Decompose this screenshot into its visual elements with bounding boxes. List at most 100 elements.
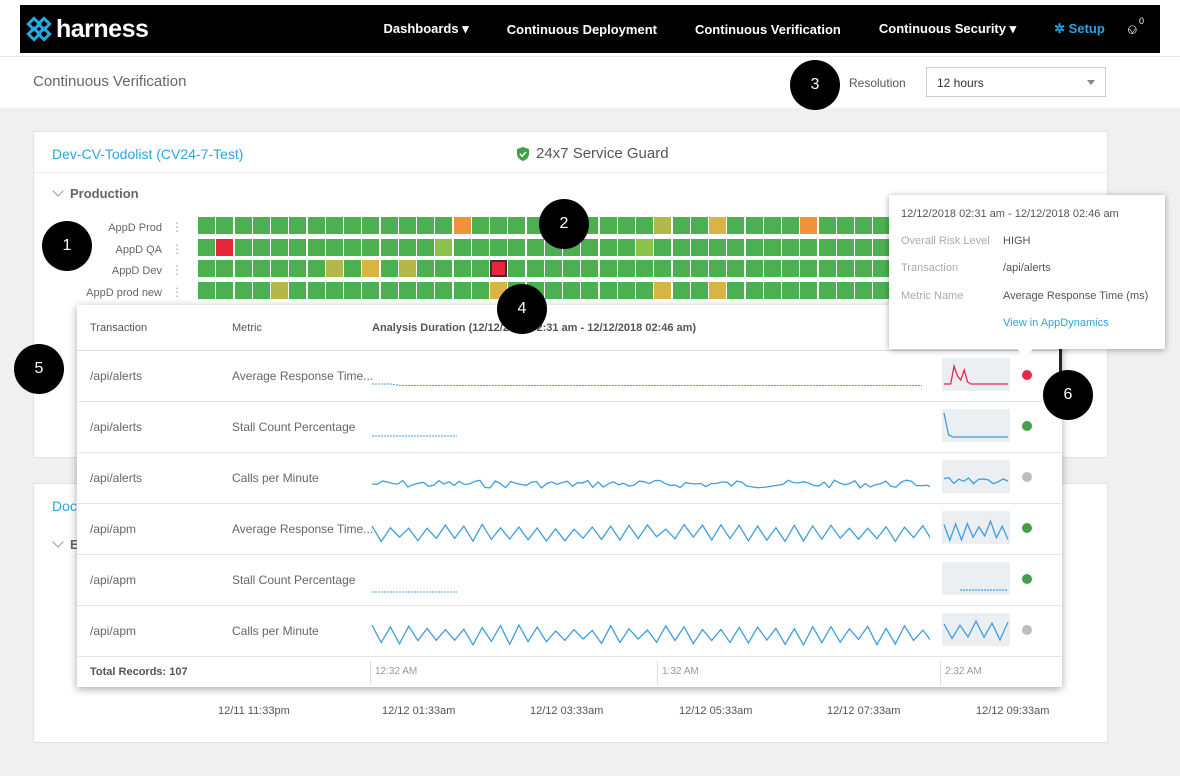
heatmap-cell[interactable] [709, 238, 726, 256]
heatmap-cell[interactable] [855, 260, 872, 278]
heatmap-cell[interactable] [709, 217, 726, 234]
table-row[interactable]: /api/apm Average Response Time... [77, 503, 1062, 555]
heatmap-cell[interactable] [325, 282, 343, 300]
heatmap-cell[interactable] [325, 217, 343, 234]
heatmap-cell[interactable] [818, 238, 836, 256]
heatmap-cell[interactable] [380, 238, 398, 256]
heatmap-cell[interactable] [271, 260, 288, 278]
heatmap-cell[interactable] [672, 260, 690, 278]
heatmap-cell[interactable] [198, 217, 215, 234]
heatmap-cell[interactable] [362, 217, 380, 234]
heatmap-cell[interactable] [855, 282, 872, 300]
service-title-link[interactable]: Dev-CV-Todolist (CV24-7-Test) [52, 146, 244, 162]
heatmap-cell[interactable] [690, 217, 708, 234]
heatmap-cell[interactable] [271, 217, 288, 234]
table-row[interactable]: /api/alerts Stall Count Percentage [77, 401, 1062, 453]
heatmap-cell[interactable] [526, 238, 544, 256]
heatmap-cell[interactable] [216, 217, 234, 234]
heatmap-cell[interactable] [599, 260, 617, 278]
heatmap-cell[interactable] [763, 260, 781, 278]
heatmap-cell[interactable] [216, 260, 234, 278]
heatmap-cell[interactable] [234, 260, 252, 278]
heatmap-cell[interactable] [654, 282, 672, 300]
heatmap-cell[interactable] [672, 238, 690, 256]
heatmap-cell[interactable] [818, 282, 836, 300]
heatmap-cell[interactable] [709, 282, 726, 300]
heatmap-cell[interactable] [325, 238, 343, 256]
nav-setup[interactable]: ✲ Setup [1054, 21, 1105, 37]
notifications-button[interactable]: ⎉ 0 [1127, 16, 1144, 38]
table-row[interactable]: /api/alerts Calls per Minute [77, 452, 1062, 504]
heatmap-cell[interactable] [690, 282, 708, 300]
heatmap-cell[interactable] [508, 238, 526, 256]
resolution-select[interactable]: 12 hours [926, 67, 1106, 97]
status-dot[interactable] [1022, 574, 1032, 584]
heatmap-cell[interactable] [508, 260, 526, 278]
heatmap-cell[interactable] [782, 260, 799, 278]
heatmap-cell[interactable] [252, 217, 270, 234]
heatmap-cell[interactable] [453, 282, 471, 300]
heatmap-cell[interactable] [398, 260, 416, 278]
nav-dashboards[interactable]: Dashboards ▾ [383, 21, 469, 36]
heatmap-cell[interactable] [471, 282, 489, 300]
heatmap-cell[interactable] [599, 238, 617, 256]
heatmap-cell[interactable] [198, 238, 215, 256]
heatmap-cell[interactable] [745, 217, 763, 234]
table-row[interactable]: /api/apm Stall Count Percentage [77, 554, 1062, 606]
heatmap-cell[interactable] [855, 238, 872, 256]
heatmap-cell[interactable] [325, 260, 343, 278]
table-row[interactable]: /api/alerts Average Response Time... [77, 350, 1062, 402]
status-dot[interactable] [1022, 472, 1032, 482]
heatmap-cell[interactable] [471, 238, 489, 256]
heatmap-cell[interactable] [581, 282, 599, 300]
heatmap-cell[interactable] [745, 238, 763, 256]
heatmap-cell[interactable] [471, 260, 489, 278]
heatmap-cell[interactable] [836, 260, 854, 278]
heatmap-cell[interactable] [289, 282, 307, 300]
service-title-link[interactable]: Doc [52, 498, 77, 514]
more-options-icon[interactable]: ⋮ [171, 220, 183, 234]
heatmap-cell[interactable] [745, 260, 763, 278]
status-dot[interactable] [1022, 625, 1032, 635]
heatmap-cell[interactable] [380, 217, 398, 234]
heatmap-cell[interactable] [763, 217, 781, 234]
heatmap-cell[interactable] [453, 217, 471, 234]
heatmap-cell[interactable] [344, 282, 361, 300]
heatmap-cell[interactable] [234, 238, 252, 256]
heatmap-cell[interactable] [344, 217, 361, 234]
heatmap-cell[interactable] [672, 217, 690, 234]
heatmap-cell[interactable] [289, 260, 307, 278]
heatmap-cell[interactable] [490, 260, 507, 278]
heatmap-cell[interactable] [307, 260, 325, 278]
heatmap-cell[interactable] [727, 260, 745, 278]
heatmap-cell[interactable] [453, 260, 471, 278]
heatmap-cell[interactable] [800, 260, 818, 278]
heatmap-cell[interactable] [636, 282, 653, 300]
heatmap-cell[interactable] [727, 217, 745, 234]
heatmap-cell[interactable] [252, 282, 270, 300]
heatmap-cell[interactable] [398, 282, 416, 300]
section-toggle-production[interactable]: Production [52, 185, 139, 201]
heatmap-cell[interactable] [617, 217, 635, 234]
heatmap-cell[interactable] [617, 238, 635, 256]
heatmap-cell[interactable] [289, 217, 307, 234]
heatmap-cell[interactable] [654, 238, 672, 256]
view-in-appdynamics-link[interactable]: View in AppDynamics [1003, 317, 1109, 329]
heatmap-cell[interactable] [417, 238, 434, 256]
heatmap-cell[interactable] [216, 282, 234, 300]
heatmap-cell[interactable] [745, 282, 763, 300]
heatmap-cell[interactable] [417, 260, 434, 278]
heatmap-cell[interactable] [836, 238, 854, 256]
heatmap-cell[interactable] [873, 217, 891, 234]
table-row[interactable]: /api/apm Calls per Minute [77, 605, 1062, 657]
heatmap-cell[interactable] [490, 217, 507, 234]
heatmap-cell[interactable] [836, 282, 854, 300]
nav-continuous-deployment[interactable]: Continuous Deployment [506, 21, 657, 37]
heatmap-cell[interactable] [581, 260, 599, 278]
heatmap-cell[interactable] [198, 282, 215, 300]
heatmap-cell[interactable] [234, 217, 252, 234]
heatmap-cell[interactable] [490, 238, 507, 256]
heatmap-cell[interactable] [307, 238, 325, 256]
analysis-window-chart[interactable] [942, 511, 1010, 544]
more-options-icon[interactable]: ⋮ [171, 242, 183, 256]
